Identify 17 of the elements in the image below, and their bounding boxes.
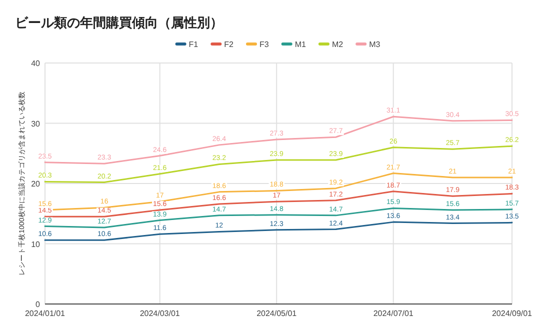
- y-tick-label: 0: [36, 300, 41, 309]
- x-tick-label: 2024/05/01: [256, 309, 298, 318]
- x-tick-label: 2024/09/01: [492, 309, 533, 318]
- y-tick-label: 10: [31, 240, 41, 249]
- x-tick-label: 2024/03/01: [140, 309, 180, 318]
- y-tick-label: 30: [31, 119, 41, 128]
- legend-label: F3: [259, 40, 270, 49]
- y-tick-label: 20: [31, 180, 41, 188]
- legend-label: F1: [188, 40, 199, 49]
- x-tick-label: 2024/01/01: [24, 309, 66, 318]
- legend-label: M2: [332, 40, 344, 49]
- x-tick-label: 2024/07/01: [373, 309, 414, 318]
- y-tick-label: 40: [31, 59, 41, 68]
- legend-label: M3: [369, 40, 381, 49]
- legend-label: F2: [224, 40, 234, 49]
- chart-title: ビール類の年間購買傾向（属性別）: [15, 15, 223, 30]
- legend-label: M1: [294, 40, 306, 49]
